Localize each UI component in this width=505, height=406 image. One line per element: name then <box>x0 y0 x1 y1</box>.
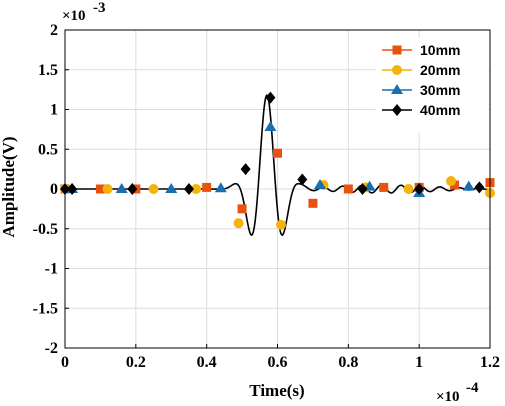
y-exponent: -3 <box>93 0 106 16</box>
data-point-40mm <box>127 183 138 195</box>
data-point-40mm <box>414 183 425 195</box>
y-exponent-base: ×10 <box>62 8 86 24</box>
x-axis-label: Time(s) <box>249 381 304 400</box>
y-tick-label: -2 <box>45 340 58 357</box>
data-point-30mm <box>264 120 277 131</box>
data-point-20mm <box>276 219 287 230</box>
data-point-40mm <box>357 183 368 195</box>
data-point-30mm <box>214 182 227 193</box>
y-tick-label: 2 <box>50 22 58 39</box>
y-tick-label: 1 <box>50 102 58 119</box>
data-point-30mm <box>462 180 475 191</box>
legend-label: 20mm <box>420 62 460 78</box>
data-point-10mm <box>273 148 282 158</box>
data-point-10mm <box>379 182 389 192</box>
data-point-10mm <box>450 180 460 190</box>
x-exponent-base: ×10 <box>436 389 460 405</box>
legend-entry-10mm: 10mm <box>382 42 460 58</box>
data-point-20mm <box>191 184 202 194</box>
y-tick-label: 0.5 <box>38 141 58 158</box>
legend-label: 10mm <box>420 42 460 58</box>
data-point-30mm <box>165 183 178 193</box>
data-point-30mm <box>314 179 326 190</box>
x-tick-label: 0.2 <box>126 354 146 371</box>
data-point-10mm <box>308 198 318 208</box>
y-tick-label: -1.5 <box>33 300 58 317</box>
y-tick-label: -1 <box>45 261 58 278</box>
x-tick-label: 0.8 <box>338 354 358 371</box>
x-tick-label: 0.4 <box>197 354 217 371</box>
data-point-10mm <box>343 184 353 194</box>
data-point-20mm <box>403 184 414 194</box>
data-point-10mm <box>202 182 212 192</box>
legend-marker <box>392 45 402 55</box>
data-point-30mm <box>115 183 128 193</box>
x-tick-label: 1.2 <box>480 354 500 371</box>
x-tick-label: 0.6 <box>268 354 288 371</box>
y-axis-label: Amplitude(V) <box>0 136 18 237</box>
data-point-40mm <box>67 183 78 195</box>
legend-label: 40mm <box>420 102 460 118</box>
data-point-10mm <box>95 184 105 194</box>
data-point-20mm <box>446 176 457 187</box>
data-point-10mm <box>237 204 247 214</box>
legend-marker <box>392 104 402 116</box>
legend-entry-30mm: 30mm <box>382 82 460 98</box>
legend-marker <box>392 65 402 75</box>
legend-marker <box>391 84 403 94</box>
data-point-40mm <box>265 91 276 104</box>
y-tick-label: 1.5 <box>38 62 58 79</box>
data-point-20mm <box>148 184 159 194</box>
legend-entry-40mm: 40mm <box>382 102 460 118</box>
data-point-40mm <box>240 163 251 176</box>
legend-entry-20mm: 20mm <box>382 62 460 78</box>
data-point-20mm <box>102 184 113 194</box>
legend-label: 30mm <box>420 82 460 98</box>
legend: 10mm 20mm 30mm 40mm <box>375 37 489 133</box>
series-40mm <box>60 91 485 195</box>
data-point-20mm <box>233 218 244 229</box>
y-tick-label: 0 <box>50 181 58 198</box>
data-point-40mm <box>297 173 308 186</box>
x-exponent: -4 <box>466 380 479 396</box>
y-tick-label: -0.5 <box>33 221 58 238</box>
axis-ticks: 0 0.2 0.4 0.6 0.8 1 1.2 2 1.5 1 0.5 0 -0.5 -1 -1.5 -2 <box>33 22 500 371</box>
x-tick-label: 0 <box>61 354 69 371</box>
data-point-40mm <box>474 181 485 194</box>
data-point-40mm <box>183 183 194 195</box>
x-tick-label: 1 <box>415 354 423 371</box>
